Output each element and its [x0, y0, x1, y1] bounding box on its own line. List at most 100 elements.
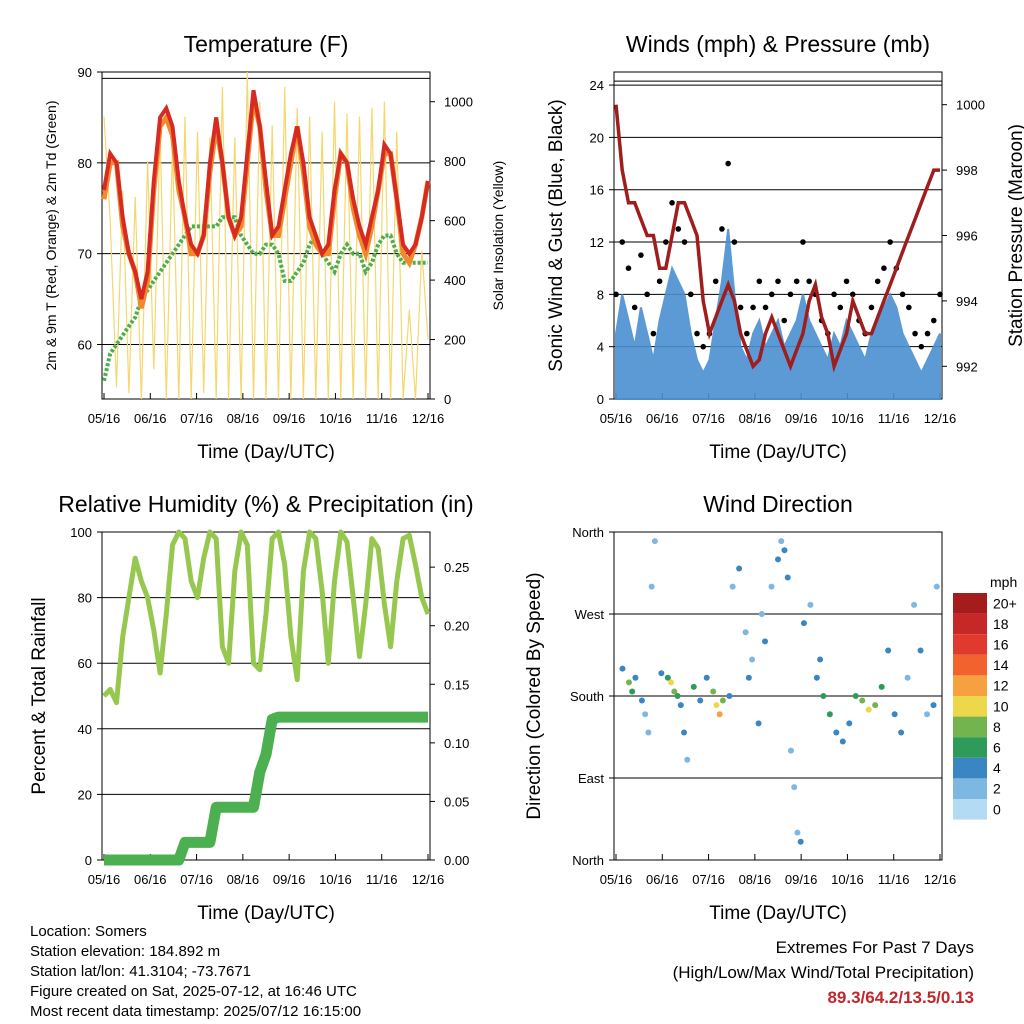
legend-swatch: [953, 696, 987, 717]
direction-point: [833, 729, 840, 736]
legend-swatch: [953, 757, 987, 779]
direction-points: [619, 538, 940, 845]
series-total-precipitation: [104, 711, 428, 866]
series-station-pressure: [614, 104, 940, 373]
gust-point: [793, 278, 800, 285]
legend-swatch: [953, 613, 987, 635]
x-tick-label: 10/16: [319, 872, 352, 887]
gust-point: [625, 265, 632, 272]
y-axis-label: Sonic Wind & Gust (Blue, Black): [546, 99, 567, 371]
direction-point: [758, 611, 765, 617]
direction-point: [898, 729, 905, 736]
legend-swatch: [953, 593, 987, 614]
direction-point: [697, 697, 704, 704]
y-tick-label: South: [570, 689, 604, 704]
y2-tick-label: 996: [956, 229, 978, 244]
gust-point: [656, 278, 663, 285]
extremes-values: 89.3/64.2/13.5/0.13: [827, 988, 974, 1007]
direction-point: [726, 693, 733, 699]
x-tick-label: 07/16: [180, 872, 213, 887]
y2-tick-label: 200: [444, 333, 466, 348]
y-tick-label: 70: [78, 247, 92, 262]
direction-point: [794, 829, 801, 836]
x-tick-label: 05/16: [88, 411, 121, 426]
y-tick-label: West: [575, 607, 605, 622]
legend-label: 16: [993, 637, 1009, 653]
legend-label: 12: [993, 678, 1009, 694]
chart-title: Winds (mph) & Pressure (mb): [626, 31, 930, 57]
legend-label: 2: [993, 781, 1001, 797]
legend-swatch: [953, 716, 987, 738]
gust-point: [638, 252, 644, 258]
y-tick-label: 16: [590, 183, 604, 198]
legend-swatch: [953, 654, 987, 676]
direction-point: [775, 556, 781, 563]
x-tick-label: 12/16: [924, 411, 957, 426]
y-tick-label: 20: [78, 787, 92, 802]
y-axis-label: Percent & Total Rainfall: [29, 597, 50, 794]
gust-point: [868, 304, 875, 311]
direction-point: [817, 656, 824, 663]
direction-point: [645, 729, 652, 736]
direction-point: [736, 565, 743, 572]
legend-label: 18: [993, 616, 1009, 632]
gust-point: [843, 278, 850, 285]
gust-point: [787, 291, 794, 298]
y2-tick-label: 998: [956, 163, 978, 178]
gust-point: [775, 278, 781, 285]
legend-title: mph: [990, 574, 1017, 590]
x-tick-label: 08/16: [227, 872, 260, 887]
series-sonic-wind: [615, 228, 941, 400]
y-tick-label: 8: [597, 287, 604, 302]
x-tick-label: 07/16: [180, 411, 213, 426]
chart-title: Wind Direction: [703, 491, 853, 517]
gust-point: [937, 291, 943, 298]
direction-point: [684, 756, 691, 763]
y-tick-label: 90: [78, 65, 92, 80]
y2-tick-label: 400: [444, 273, 466, 288]
y2-axis-label: Solar Insolation (Yellow): [490, 161, 506, 311]
direction-point: [826, 711, 833, 718]
station-info: Location: Somers Station elevation: 184.…: [30, 922, 361, 1022]
direction-point: [671, 688, 678, 695]
x-tick-label: 07/16: [692, 411, 725, 426]
x-axis-label: Time (Day/UTC): [197, 903, 335, 924]
speed-legend: mph 20+ 18 16 14 12 10 8 6 4 2 0: [953, 574, 1017, 820]
gust-point: [837, 304, 844, 311]
y2-tick-label: 0: [444, 392, 451, 407]
y2-tick-label: 600: [444, 214, 466, 229]
direction-point: [878, 683, 885, 690]
x-tick-label: 11/16: [366, 872, 398, 887]
direction-point: [629, 688, 636, 695]
x-tick-label: 10/16: [831, 872, 864, 887]
direction-point: [924, 711, 931, 718]
legend-label: 8: [993, 719, 1001, 735]
gust-point: [930, 317, 937, 324]
gust-point: [768, 291, 775, 298]
direction-point: [716, 711, 723, 718]
direction-point: [642, 711, 649, 718]
x-tick-label: 10/16: [831, 411, 864, 426]
station-latlon: Station lat/lon: 41.3104; -73.7671: [30, 963, 252, 980]
gust-point: [731, 239, 738, 245]
direction-point: [749, 656, 756, 663]
y2-tick-label: 0.05: [444, 794, 469, 809]
gust-point: [650, 330, 657, 337]
legend-label: 6: [993, 740, 1001, 756]
gust-point: [918, 343, 925, 350]
x-tick-label: 08/16: [739, 872, 772, 887]
gust-point: [762, 304, 769, 311]
direction-point: [820, 693, 827, 699]
y2-tick-label: 992: [956, 359, 978, 374]
panel-direction: Wind Direction Time (Day/UTC) 05/16 06/16 07…: [524, 491, 1017, 924]
legend-swatch: [953, 737, 987, 758]
direction-point: [674, 693, 681, 699]
direction-point: [742, 629, 749, 636]
y-tick-label: East: [578, 771, 604, 786]
gust-point: [663, 239, 669, 245]
gust-point: [613, 291, 619, 298]
gust-point: [725, 160, 731, 167]
gust-point: [800, 239, 806, 245]
legend-label: 4: [993, 760, 1001, 776]
direction-point: [619, 665, 626, 672]
